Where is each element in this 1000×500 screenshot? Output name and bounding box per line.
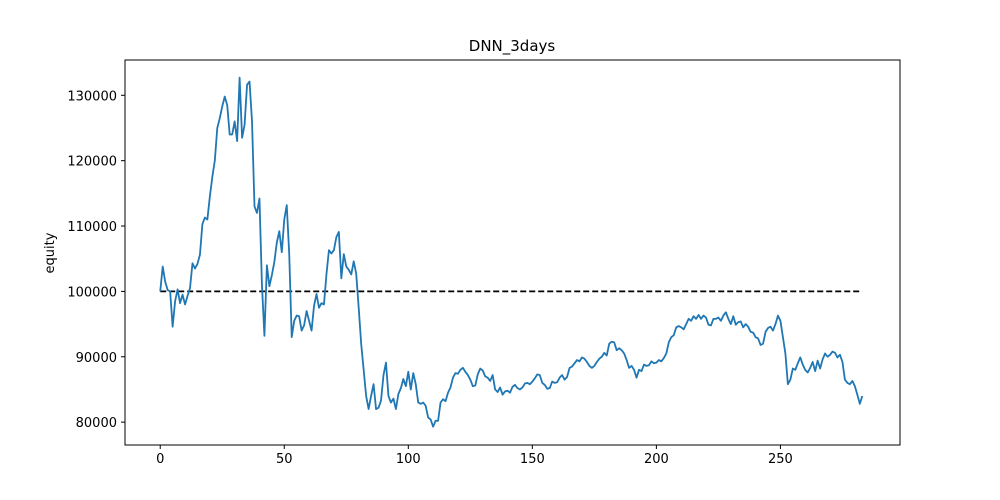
- y-tick-label: 100000: [67, 285, 117, 300]
- y-axis-label: equity: [43, 232, 58, 273]
- chart-title: DNN_3days: [469, 37, 556, 56]
- y-tick-label: 80000: [76, 416, 117, 431]
- y-tick-label: 90000: [76, 351, 117, 366]
- x-tick-label: 0: [156, 452, 164, 467]
- line: [159, 76, 864, 428]
- y-tick-label: 130000: [67, 89, 117, 104]
- x-tick-label: 200: [644, 452, 669, 467]
- y-tick-label: 110000: [67, 220, 117, 235]
- x-tick-label: 50: [276, 452, 293, 467]
- x-tick-label: 150: [520, 452, 545, 467]
- plot-frame: [124, 59, 901, 446]
- x-tick-label: 100: [396, 452, 421, 467]
- x-tick-label: 250: [768, 452, 793, 467]
- y-tick-label: 120000: [67, 155, 117, 170]
